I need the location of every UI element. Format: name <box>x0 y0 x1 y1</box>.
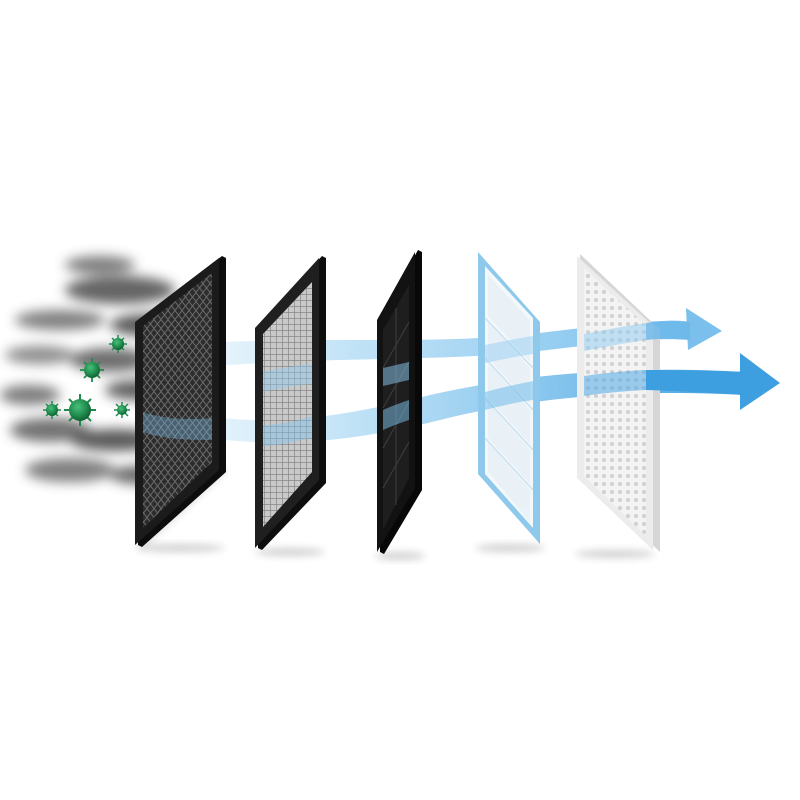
airflow-overlay <box>485 336 533 363</box>
airflow-overlay <box>584 370 646 396</box>
airflow-overlay <box>485 381 533 410</box>
airflow-upper-outlet <box>646 320 690 340</box>
floor-shadows <box>135 544 655 560</box>
filter-layer-white-perforated <box>577 254 660 552</box>
airflow-overlay <box>263 364 312 392</box>
airflow-overlay <box>584 323 646 351</box>
airflow-overlay <box>383 362 409 386</box>
germ-icon <box>43 401 61 419</box>
airflow-lower-outlet <box>646 370 745 395</box>
airflow-overlay <box>143 412 212 440</box>
airflow-upper-arrow-icon <box>686 308 722 350</box>
germ-icon <box>109 335 127 353</box>
airflow-overlay <box>263 416 312 446</box>
germ-icon <box>114 402 130 418</box>
airflow-overlay <box>383 400 409 430</box>
airflow-lower-arrow-icon <box>740 353 780 410</box>
filter-layer-black-mesh <box>135 256 228 547</box>
filter-layer-carbon <box>377 250 422 554</box>
filter-layer-grey-grid <box>255 256 326 550</box>
germ-icon <box>64 394 96 426</box>
germ-particles <box>43 335 130 426</box>
germ-icon <box>80 358 104 382</box>
